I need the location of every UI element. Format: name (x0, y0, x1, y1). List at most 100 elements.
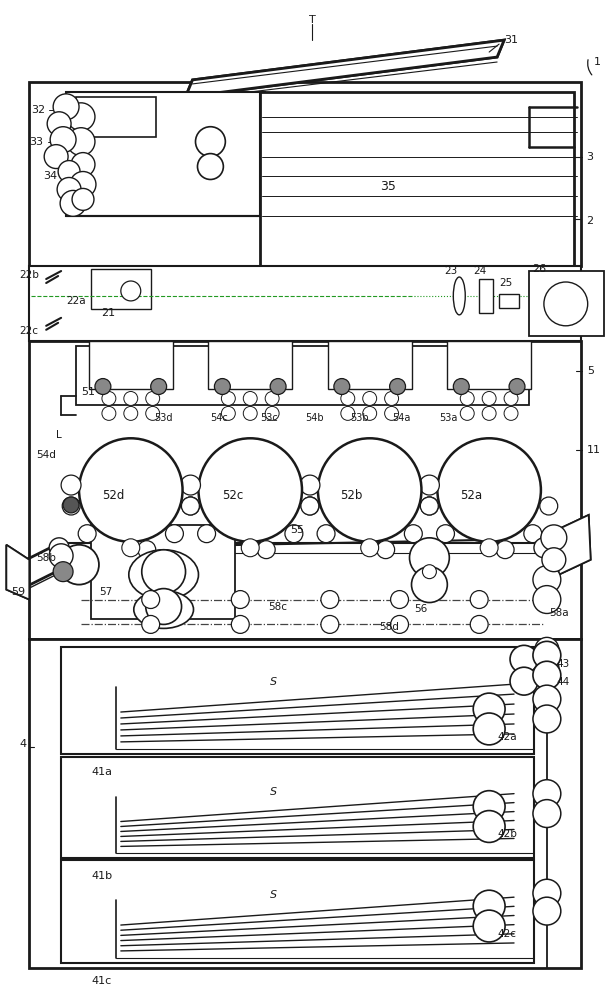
Circle shape (317, 525, 335, 543)
Text: 22a: 22a (66, 296, 86, 306)
Circle shape (421, 497, 438, 515)
Circle shape (533, 586, 561, 613)
Circle shape (419, 475, 439, 495)
Text: 58b: 58b (36, 553, 56, 563)
Circle shape (533, 705, 561, 733)
Text: 44: 44 (557, 677, 570, 687)
Circle shape (79, 438, 183, 542)
Bar (66, 92, 265, 216)
Bar (208, 341, 292, 389)
Circle shape (341, 406, 354, 420)
Circle shape (535, 637, 559, 661)
Circle shape (524, 525, 541, 543)
Circle shape (480, 539, 498, 557)
Text: 54b: 54b (305, 413, 324, 423)
Circle shape (49, 544, 73, 568)
Circle shape (496, 541, 514, 559)
Circle shape (63, 497, 80, 515)
Bar (61, 860, 534, 963)
Circle shape (197, 154, 223, 179)
Circle shape (318, 438, 421, 542)
Circle shape (473, 713, 505, 745)
Circle shape (121, 281, 141, 301)
Text: 53c: 53c (260, 413, 278, 423)
Bar (61, 757, 534, 858)
Text: 56: 56 (415, 604, 428, 614)
Circle shape (410, 538, 449, 578)
Bar (89, 341, 172, 389)
Bar (29, 639, 581, 968)
Circle shape (504, 406, 518, 420)
Circle shape (95, 379, 111, 394)
Circle shape (146, 589, 181, 624)
Text: L: L (56, 430, 62, 440)
Circle shape (533, 661, 561, 689)
Circle shape (72, 188, 94, 210)
Circle shape (453, 379, 469, 394)
Circle shape (60, 190, 86, 216)
Text: 57: 57 (99, 587, 112, 597)
Text: 25: 25 (499, 278, 512, 288)
Text: 42c: 42c (497, 929, 516, 939)
Circle shape (243, 406, 257, 420)
Circle shape (533, 800, 561, 827)
Text: 54a: 54a (393, 413, 411, 423)
Polygon shape (186, 40, 504, 97)
Circle shape (421, 497, 438, 513)
Circle shape (122, 539, 140, 557)
Circle shape (509, 379, 525, 394)
Circle shape (67, 103, 95, 131)
Circle shape (533, 897, 561, 925)
Text: 41b: 41b (91, 871, 112, 881)
Text: 53b: 53b (350, 413, 368, 423)
Text: 58a: 58a (549, 608, 569, 618)
Circle shape (438, 438, 541, 542)
Circle shape (301, 497, 319, 515)
Circle shape (58, 161, 80, 182)
Circle shape (390, 591, 409, 609)
Text: 22c: 22c (19, 326, 38, 336)
Text: 53a: 53a (439, 413, 458, 423)
Circle shape (49, 538, 69, 558)
Circle shape (67, 128, 95, 156)
Text: S: S (270, 890, 277, 900)
Circle shape (142, 615, 160, 633)
Text: 51: 51 (81, 387, 95, 397)
Bar (29, 82, 581, 266)
Text: 41a: 41a (91, 767, 112, 777)
Text: 52a: 52a (460, 489, 483, 502)
Circle shape (473, 791, 505, 823)
Text: 11: 11 (587, 445, 601, 455)
Circle shape (404, 525, 422, 543)
Circle shape (214, 379, 230, 394)
Text: 4: 4 (19, 739, 27, 749)
Circle shape (44, 145, 68, 169)
Circle shape (363, 406, 377, 420)
Text: 3: 3 (586, 152, 592, 162)
Circle shape (142, 550, 186, 594)
Text: 35: 35 (379, 180, 396, 193)
Circle shape (390, 379, 405, 394)
Circle shape (53, 562, 73, 582)
Circle shape (146, 391, 160, 405)
Circle shape (57, 177, 81, 201)
Text: 52b: 52b (341, 489, 363, 502)
Bar (499, 294, 519, 308)
Circle shape (533, 566, 561, 594)
Text: 54c: 54c (211, 413, 228, 423)
Circle shape (544, 282, 588, 326)
Circle shape (341, 391, 354, 405)
Circle shape (146, 406, 160, 420)
Circle shape (422, 565, 436, 579)
Circle shape (302, 497, 318, 513)
Text: 43: 43 (557, 659, 570, 669)
Text: 59: 59 (12, 587, 25, 597)
Circle shape (151, 379, 167, 394)
Circle shape (183, 497, 198, 513)
Circle shape (460, 391, 474, 405)
Bar (76, 97, 155, 137)
Circle shape (231, 591, 249, 609)
Text: 55: 55 (290, 525, 304, 535)
Circle shape (482, 406, 496, 420)
Circle shape (180, 475, 200, 495)
